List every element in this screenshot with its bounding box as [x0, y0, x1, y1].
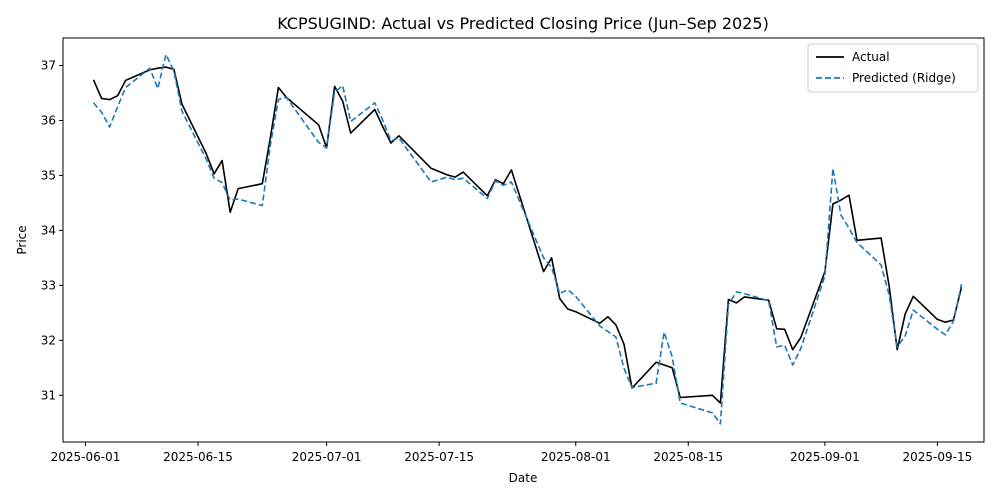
x-tick-label: 2025-08-15 [653, 450, 723, 464]
y-axis-label: Price [15, 225, 29, 254]
x-tick-label: 2025-06-01 [51, 450, 121, 464]
y-tick-label: 35 [41, 168, 56, 182]
x-tick-label: 2025-06-15 [163, 450, 233, 464]
actual-series-line [92, 66, 963, 404]
plot-area [92, 53, 963, 425]
x-tick-label: 2025-08-01 [541, 450, 611, 464]
x-tick-label: 2025-07-15 [404, 450, 474, 464]
x-tick-label: 2025-07-01 [292, 450, 362, 464]
legend-actual-label: Actual [852, 50, 890, 64]
y-axis-ticks: 31 32 33 34 35 36 37 [41, 58, 63, 402]
y-tick-label: 34 [41, 223, 56, 237]
predicted-series-line [92, 53, 963, 425]
x-axis-ticks: 2025-06-01 2025-06-15 2025-07-01 2025-07-15… [51, 442, 973, 464]
y-tick-label: 32 [41, 333, 56, 347]
x-tick-label: 2025-09-15 [903, 450, 973, 464]
y-tick-label: 36 [41, 113, 56, 127]
legend-box [807, 43, 979, 93]
y-tick-label: 37 [41, 58, 56, 72]
legend: Actual Predicted (Ridge) [807, 43, 979, 93]
x-axis-label: Date [509, 471, 538, 485]
chart-title: KCPSUGIND: Actual vs Predicted Closing P… [277, 14, 769, 33]
y-tick-label: 33 [41, 278, 56, 292]
y-tick-label: 31 [41, 388, 56, 402]
axes-frame [62, 37, 985, 443]
legend-predicted-label: Predicted (Ridge) [852, 71, 956, 85]
x-tick-label: 2025-09-01 [790, 450, 860, 464]
